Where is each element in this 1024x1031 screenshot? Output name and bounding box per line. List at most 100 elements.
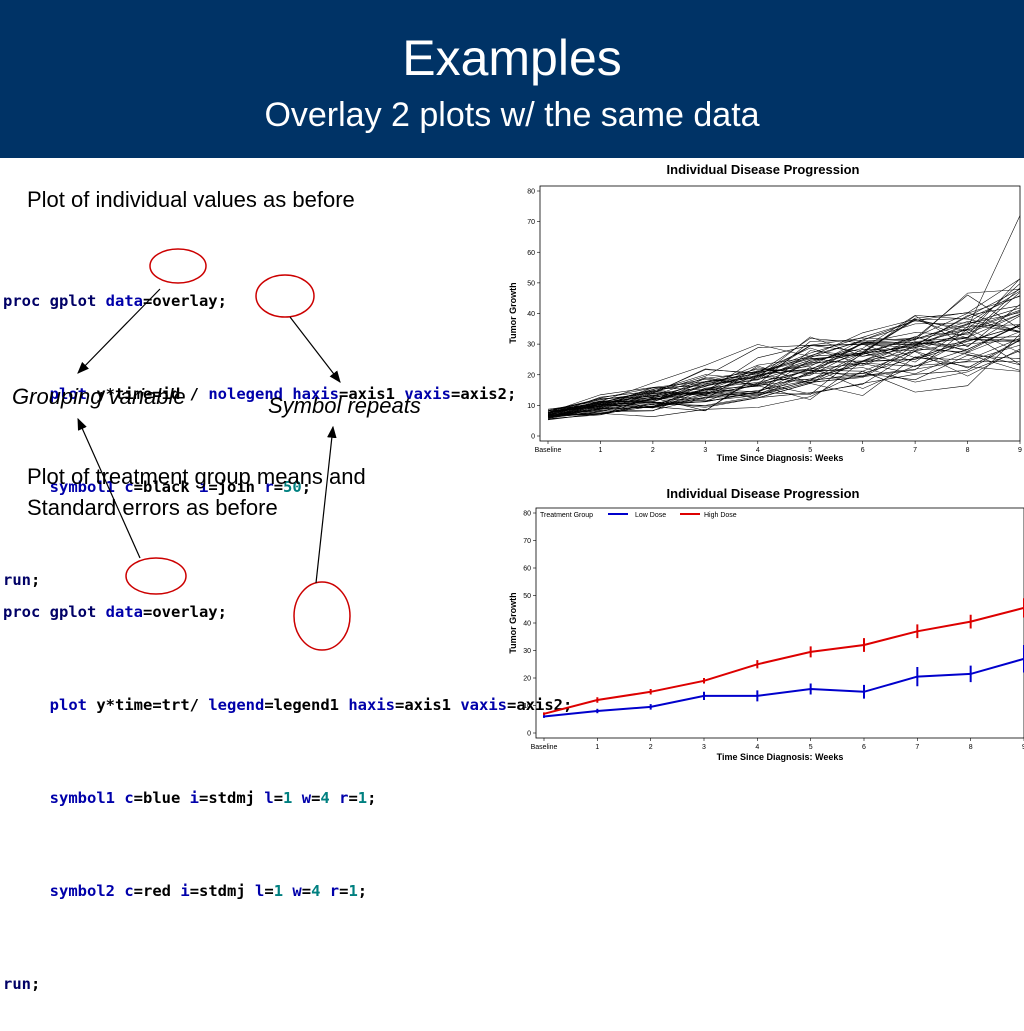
y-tick-label: 80 xyxy=(527,189,535,196)
chart2-series-group xyxy=(543,598,1024,718)
high-dose-mean-line xyxy=(543,606,1024,715)
x-tick-label: 6 xyxy=(861,447,865,454)
chart-treatment-means: Individual Disease Progression 010203040… xyxy=(508,486,1024,762)
code-block-2: proc gplot data=overlay; plot y*time=trt… xyxy=(3,535,572,1031)
individual-trajectory-line xyxy=(547,304,1021,414)
y-tick-label: 20 xyxy=(523,676,531,683)
description-individual: Plot of individual values as before xyxy=(27,187,355,212)
chart2-title: Individual Disease Progression xyxy=(667,486,860,501)
x-tick-label: 3 xyxy=(702,744,706,751)
code1-line-1: proc gplot data=overlay; xyxy=(3,292,227,310)
individual-trajectory-line xyxy=(547,311,1021,414)
individual-trajectory-line xyxy=(547,312,1021,411)
chart-individual-progression: Individual Disease Progression 010203040… xyxy=(508,162,1022,463)
chart1-ylabel: Tumor Growth xyxy=(508,282,518,343)
x-tick-label: 6 xyxy=(862,744,866,751)
y-tick-label: 60 xyxy=(527,250,535,257)
chart1-title: Individual Disease Progression xyxy=(667,162,860,177)
y-tick-label: 40 xyxy=(523,621,531,628)
individual-trajectory-line xyxy=(547,324,1021,419)
x-tick-label: 5 xyxy=(808,447,812,454)
x-tick-label: 9 xyxy=(1022,744,1024,751)
code-block-1: proc gplot data=overlay; plot y*time=id … xyxy=(3,224,516,627)
y-tick-label: 30 xyxy=(527,342,535,349)
grouping-variable-label: Grouping variable xyxy=(12,384,186,409)
individual-trajectory-line xyxy=(547,296,1021,412)
individual-trajectory-line xyxy=(547,331,1021,416)
chart2-legend-title: Treatment Group xyxy=(540,512,593,519)
description-means-line2: Standard errors as before xyxy=(27,495,278,520)
x-tick-label: 5 xyxy=(809,744,813,751)
y-tick-label: 50 xyxy=(523,593,531,600)
x-tick-label: 8 xyxy=(966,447,970,454)
chart2-y-axis: 0 10 20 30 40 50 60 70 80 xyxy=(523,511,536,738)
y-tick-label: 70 xyxy=(523,538,531,545)
individual-trajectory-line xyxy=(547,344,1021,417)
x-tick-label: 8 xyxy=(969,744,973,751)
individual-trajectory-line xyxy=(547,339,1021,420)
chart1-y-axis: 0 10 20 30 40 50 60 70 80 xyxy=(527,189,540,441)
x-tick-label: 1 xyxy=(598,447,602,454)
code1-line-2: plot y*time=id / nolegend haxis=axis1 va… xyxy=(49,385,517,403)
y-tick-label: 50 xyxy=(527,280,535,287)
y-tick-label: 0 xyxy=(527,731,531,738)
code2-line-2: plot y*time=trt/ legend=legend1 haxis=ax… xyxy=(49,696,573,714)
individual-trajectory-line xyxy=(547,295,1021,417)
slide-title: Examples xyxy=(402,30,622,86)
x-tick-label: 4 xyxy=(756,447,760,454)
x-tick-label: 7 xyxy=(913,447,917,454)
individual-trajectory-line xyxy=(547,355,1021,419)
chart2-x-axis: Baseline 1 2 3 4 5 6 7 8 9 xyxy=(531,738,1024,751)
individual-trajectory-line xyxy=(547,278,1021,413)
x-tick-label: 3 xyxy=(703,447,707,454)
y-tick-label: 10 xyxy=(523,703,531,710)
x-tick-label: 7 xyxy=(915,744,919,751)
chart1-x-axis: Baseline 1 2 3 4 5 6 7 8 9 xyxy=(535,441,1022,454)
y-tick-label: 80 xyxy=(523,511,531,518)
x-tick-label: 2 xyxy=(649,744,653,751)
low-dose-mean-line xyxy=(543,657,1024,718)
individual-trajectory-line xyxy=(547,314,1021,412)
individual-trajectory-line xyxy=(547,315,1021,414)
x-tick-label: 9 xyxy=(1018,447,1022,454)
slide-subtitle: Overlay 2 plots w/ the same data xyxy=(264,96,760,134)
x-tick-label: 4 xyxy=(755,744,759,751)
individual-trajectory-line xyxy=(547,361,1021,416)
individual-trajectory-line xyxy=(547,324,1021,419)
individual-trajectory-line xyxy=(547,287,1021,413)
y-tick-label: 20 xyxy=(527,372,535,379)
chart1-series-group xyxy=(547,215,1021,421)
x-tick-label: Baseline xyxy=(535,447,562,454)
code2-line-5: run; xyxy=(3,975,41,993)
y-tick-label: 10 xyxy=(527,403,535,410)
chart1-xlabel: Time Since Diagnosis: Weeks xyxy=(717,453,844,463)
y-tick-label: 70 xyxy=(527,219,535,226)
chart2-legend: Treatment Group Low Dose High Dose xyxy=(540,512,737,519)
x-tick-label: 2 xyxy=(651,447,655,454)
x-tick-label: 1 xyxy=(595,744,599,751)
individual-trajectory-line xyxy=(547,290,1021,414)
individual-trajectory-line xyxy=(547,325,1021,417)
x-tick-label: Baseline xyxy=(531,744,558,751)
code2-line-1: proc gplot data=overlay; xyxy=(3,603,227,621)
chart2-ylabel: Tumor Growth xyxy=(508,592,518,653)
legend-low-label: Low Dose xyxy=(635,512,666,519)
code2-line-4: symbol2 c=red i=stdmj l=1 w=4 r=1; xyxy=(49,882,368,900)
y-tick-label: 0 xyxy=(531,434,535,441)
individual-trajectory-line xyxy=(547,350,1021,416)
description-means-line1: Plot of treatment group means and xyxy=(27,464,366,489)
chart2-xlabel: Time Since Diagnosis: Weeks xyxy=(717,752,844,762)
legend-high-label: High Dose xyxy=(704,512,737,519)
code1-line-4: run; xyxy=(3,571,41,589)
symbol-repeats-label: Symbol repeats xyxy=(268,393,421,418)
individual-trajectory-line xyxy=(547,325,1021,417)
individual-trajectory-line xyxy=(547,339,1021,417)
individual-trajectory-line xyxy=(547,331,1021,417)
slide-header: Examples Overlay 2 plots w/ the same dat… xyxy=(0,0,1024,158)
code2-line-3: symbol1 c=blue i=stdmj l=1 w=4 r=1; xyxy=(49,789,377,807)
y-tick-label: 60 xyxy=(523,566,531,573)
chart2-plot-frame xyxy=(535,507,1024,739)
individual-trajectory-line xyxy=(547,333,1021,421)
y-tick-label: 40 xyxy=(527,311,535,318)
individual-trajectory-line xyxy=(547,283,1021,414)
